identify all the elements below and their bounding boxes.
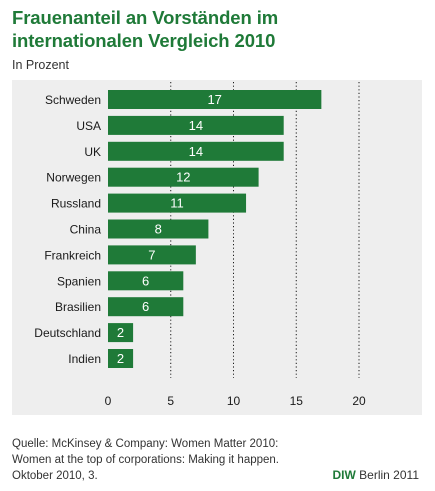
bar-indien <box>108 349 134 368</box>
bar-schweden <box>108 90 322 109</box>
data-label-frankreich: 7 <box>148 247 155 262</box>
title-line-1: Frauenanteil an Vorständen im <box>12 7 279 28</box>
data-label-uk: 14 <box>189 144 203 159</box>
data-label-usa: 14 <box>189 118 203 133</box>
source-note: Quelle: McKinsey & Company: Women Matter… <box>12 436 279 484</box>
bar-deutschland <box>108 323 134 343</box>
brand-logo-text: DIW <box>332 468 356 482</box>
category-label-usa: USA <box>76 119 101 133</box>
bar-russland <box>108 193 247 213</box>
category-label-schweden: Schweden <box>45 93 101 107</box>
bar-norwegen <box>108 167 259 187</box>
x-tick-label-10: 10 <box>227 394 241 408</box>
bar-usa <box>108 115 284 135</box>
x-tick-label-0: 0 <box>105 394 112 408</box>
bar-spanien <box>108 271 184 291</box>
source-line-1: Quelle: McKinsey & Company: Women Matter… <box>12 438 279 450</box>
credit-text: Berlin 2011 <box>359 468 419 482</box>
category-label-russland: Russland <box>51 197 101 211</box>
category-label-norwegen: Norwegen <box>46 171 101 185</box>
data-label-norwegen: 12 <box>176 170 190 185</box>
category-label-indien: Indien <box>68 352 101 366</box>
data-label-spanien: 6 <box>142 273 149 288</box>
bar-china <box>108 219 209 239</box>
bar-brasilien <box>108 297 184 317</box>
data-label-china: 8 <box>155 222 162 237</box>
data-label-indien: 2 <box>117 351 124 366</box>
x-tick-label-20: 20 <box>352 394 366 408</box>
category-label-deutschland: Deutschland <box>34 326 101 340</box>
source-line-3: Oktober 2010, 3. <box>12 470 98 482</box>
chart-subtitle: In Prozent <box>12 58 69 72</box>
credit: DIW Berlin 2011 <box>333 468 420 482</box>
chart-title: Frauenanteil an Vorständen im internatio… <box>12 6 422 52</box>
data-label-brasilien: 6 <box>142 299 149 314</box>
category-label-frankreich: Frankreich <box>44 248 101 262</box>
bar-chart: 17 Schweden 14 USA 14 UK 12 Norwegen 11 Russland 8… <box>34 82 366 408</box>
bar-uk <box>108 141 284 161</box>
data-label-deutschland: 2 <box>117 325 124 340</box>
data-label-russland: 11 <box>170 196 184 211</box>
category-label-china: China <box>70 223 102 237</box>
title-line-2: internationalen Vergleich 2010 <box>12 30 276 51</box>
data-label-schweden: 17 <box>207 92 221 107</box>
bar-frankreich <box>108 245 196 265</box>
source-line-2: Women at the top of corporations: Making… <box>12 454 279 466</box>
x-tick-label-5: 5 <box>167 394 174 408</box>
category-label-brasilien: Brasilien <box>55 300 101 314</box>
category-label-spanien: Spanien <box>57 274 101 288</box>
x-tick-label-15: 15 <box>290 394 304 408</box>
chart-panel: 17 Schweden 14 USA 14 UK 12 Norwegen 11 Russland 8… <box>12 80 422 415</box>
category-label-uk: UK <box>84 145 101 159</box>
